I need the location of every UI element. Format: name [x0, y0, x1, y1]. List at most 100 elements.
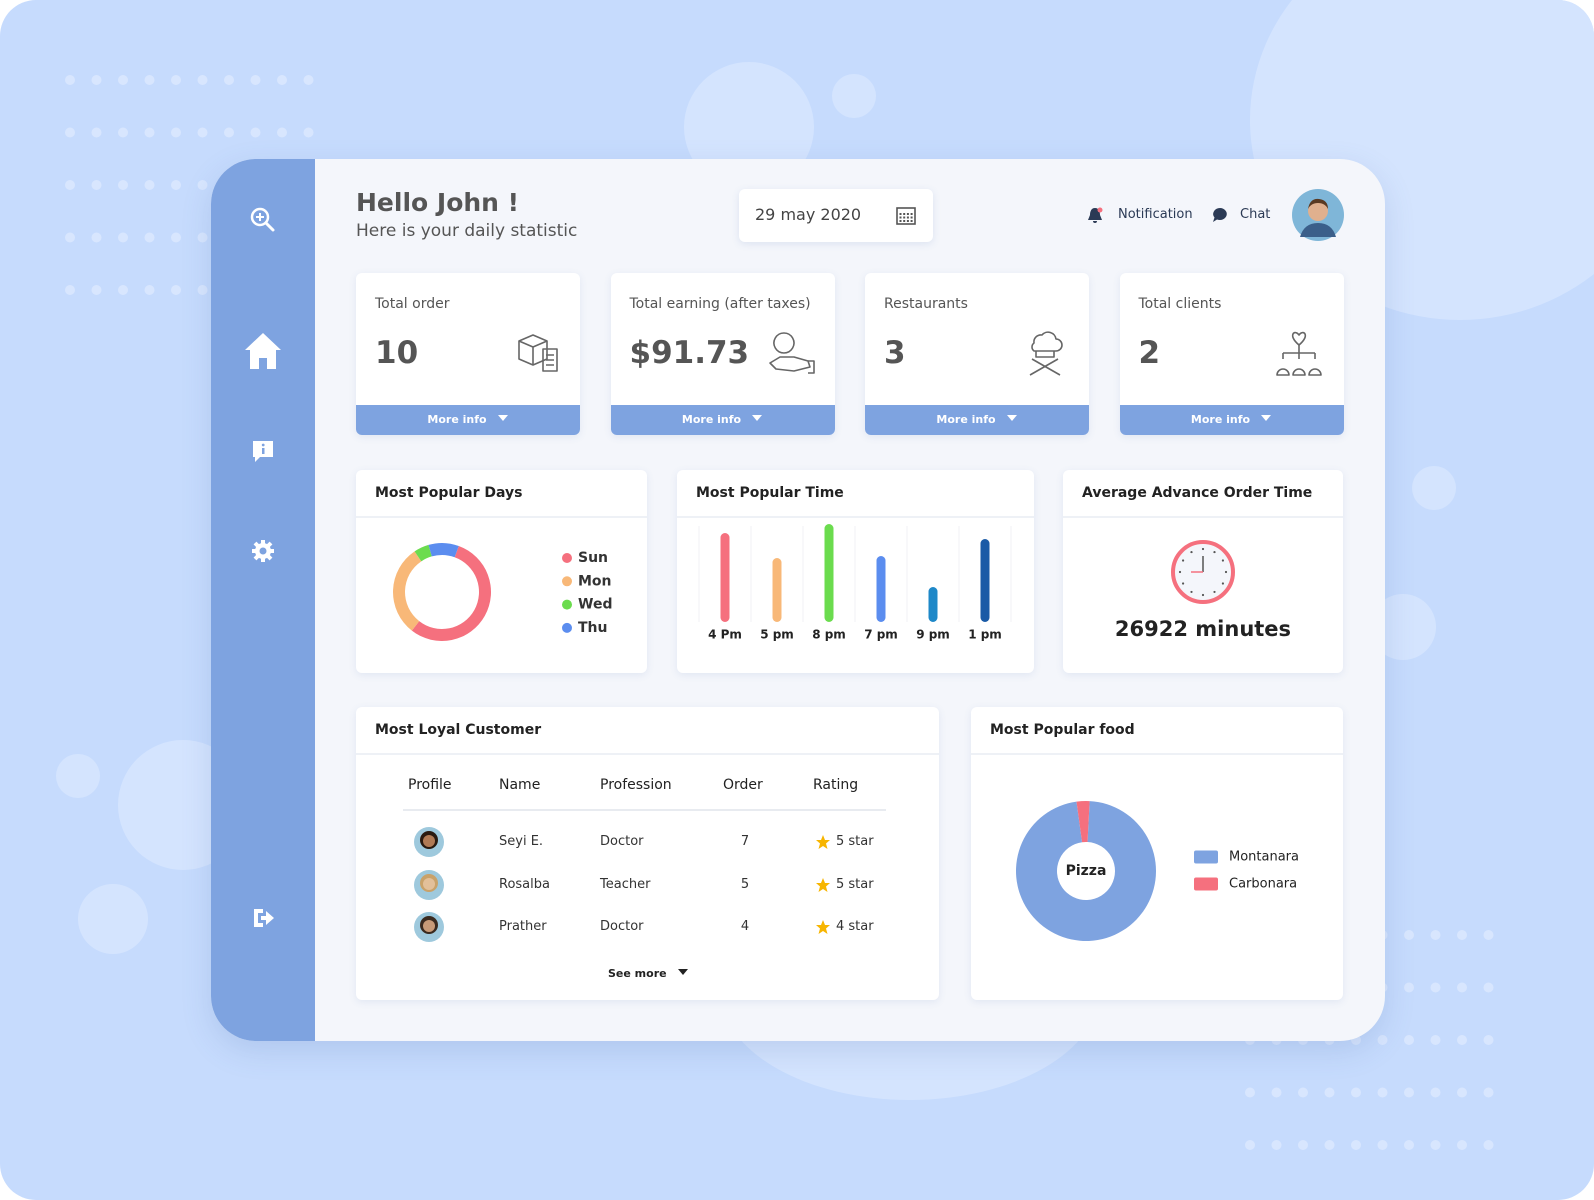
decor-dot [144, 285, 155, 295]
card-header: Most Popular Time [677, 470, 1034, 518]
decor-dot [1430, 982, 1441, 993]
card-header: Most Popular food [971, 707, 1343, 755]
decor-dot [65, 285, 75, 295]
clock-tick [1221, 582, 1225, 585]
decor-dot [197, 232, 208, 243]
see-more-button[interactable]: See more [608, 962, 689, 981]
decor-dot [1483, 1140, 1494, 1150]
donut-segment [393, 551, 422, 631]
card-title: Most Popular food [990, 722, 1135, 738]
date-picker[interactable]: 29 may 2020 [739, 189, 933, 242]
search-icon[interactable] [249, 206, 277, 234]
stat-card: Total earning (after taxes) $91.73 More in… [610, 273, 835, 435]
star-icon [816, 920, 830, 934]
legend-label: Wed [578, 597, 612, 613]
card-title: Average Advance Order Time [1082, 485, 1313, 501]
decor-circle [78, 884, 148, 954]
legend-marker [1194, 877, 1218, 891]
decor-dot [1245, 1140, 1255, 1150]
chat-link[interactable]: Chat [1240, 207, 1271, 222]
x-tick-label: 4 Pm [708, 628, 742, 642]
calendar-cell [903, 220, 906, 222]
bell-dot [1097, 207, 1103, 213]
avatar-hair [1308, 198, 1328, 209]
more-info-button[interactable]: More info [356, 405, 580, 435]
notification-icon[interactable] [1086, 206, 1104, 224]
table-cell: 5 star [836, 876, 874, 892]
table-header: Order [723, 777, 763, 793]
chat-bubble [1213, 208, 1227, 222]
calendar-cell [906, 213, 909, 215]
icon-stroke [1035, 351, 1055, 358]
stat-value: $91.73 [629, 335, 750, 371]
user-avatar[interactable] [1292, 189, 1344, 241]
calendar-cell [910, 220, 913, 222]
decor-dot [1324, 1140, 1335, 1150]
table-rule [403, 809, 886, 811]
legend-marker [562, 576, 572, 587]
calendar-cell [903, 213, 906, 215]
stat-icon [768, 332, 815, 374]
info-icon[interactable] [251, 439, 275, 463]
stat-label: Total earning (after taxes) [629, 296, 811, 312]
decor-dot [1271, 1087, 1282, 1098]
legend-marker [562, 553, 572, 563]
triangle [497, 415, 508, 421]
avatar-face [423, 920, 435, 932]
stat-card: Total clients 2 More info [1119, 273, 1344, 435]
customer-avatar [414, 869, 444, 900]
more-info-button[interactable]: More info [865, 405, 1089, 435]
days-card: Most Popular Days Sun Mon Wed Thu [356, 470, 647, 673]
donut-segment [1076, 801, 1090, 843]
legend-label: Sun [578, 550, 608, 566]
decor-dot [118, 75, 128, 85]
decor-dot [1271, 1140, 1282, 1150]
clock-icon [1171, 540, 1235, 604]
card-title: Most Popular Days [375, 485, 523, 501]
time-chart: 4 Pm 5 pm 8 pm 7 pm 9 pm 1 pm [698, 524, 1012, 642]
decor-dot [1483, 1087, 1494, 1098]
calendar-cell [903, 216, 906, 219]
decor-dot [197, 127, 208, 138]
decor-dot [1404, 982, 1414, 993]
legend-marker [562, 622, 572, 633]
calendar-cell [906, 220, 909, 222]
more-info-button[interactable]: More info [610, 405, 835, 435]
decor-dot [1430, 1035, 1441, 1045]
calendar-cell [899, 216, 902, 219]
x-tick-label: 5 pm [760, 628, 794, 642]
more-info-button[interactable]: More info [1119, 405, 1344, 435]
legend-label: Carbonara [1229, 877, 1297, 892]
table-cell: Teacher [600, 876, 651, 892]
avatar-face [1308, 201, 1328, 221]
clock-tick [1181, 582, 1185, 585]
clock-tick [1213, 550, 1216, 554]
decor-dot [144, 180, 155, 190]
dropdown-arrow [677, 969, 688, 975]
decor-dot [250, 75, 261, 85]
decor-dot [1377, 1140, 1388, 1150]
average-value: 26922 minutes [1114, 617, 1292, 641]
table-cell: Doctor [600, 919, 644, 934]
chat-icon[interactable] [1211, 206, 1229, 224]
legend-marker [1194, 850, 1218, 864]
triangle [1006, 415, 1017, 421]
icon-stroke [1029, 358, 1061, 376]
bar [824, 524, 834, 622]
table-cell: Doctor [600, 834, 644, 849]
notification-link[interactable]: Notification [1118, 207, 1193, 222]
decor-dot [91, 285, 102, 295]
icon-stroke [518, 340, 548, 365]
x-tick-label: 7 pm [864, 628, 898, 642]
settings-icon[interactable] [251, 539, 275, 563]
decor-dot [1404, 1087, 1414, 1098]
clock-tick [1213, 590, 1216, 594]
x-tick-label: 8 pm [812, 628, 846, 642]
icon-stroke [768, 356, 811, 372]
home-icon[interactable] [243, 331, 283, 371]
decor-dot [224, 127, 234, 138]
decor-dot [118, 232, 128, 243]
star-icon [816, 835, 830, 849]
logout-icon[interactable] [251, 906, 275, 930]
